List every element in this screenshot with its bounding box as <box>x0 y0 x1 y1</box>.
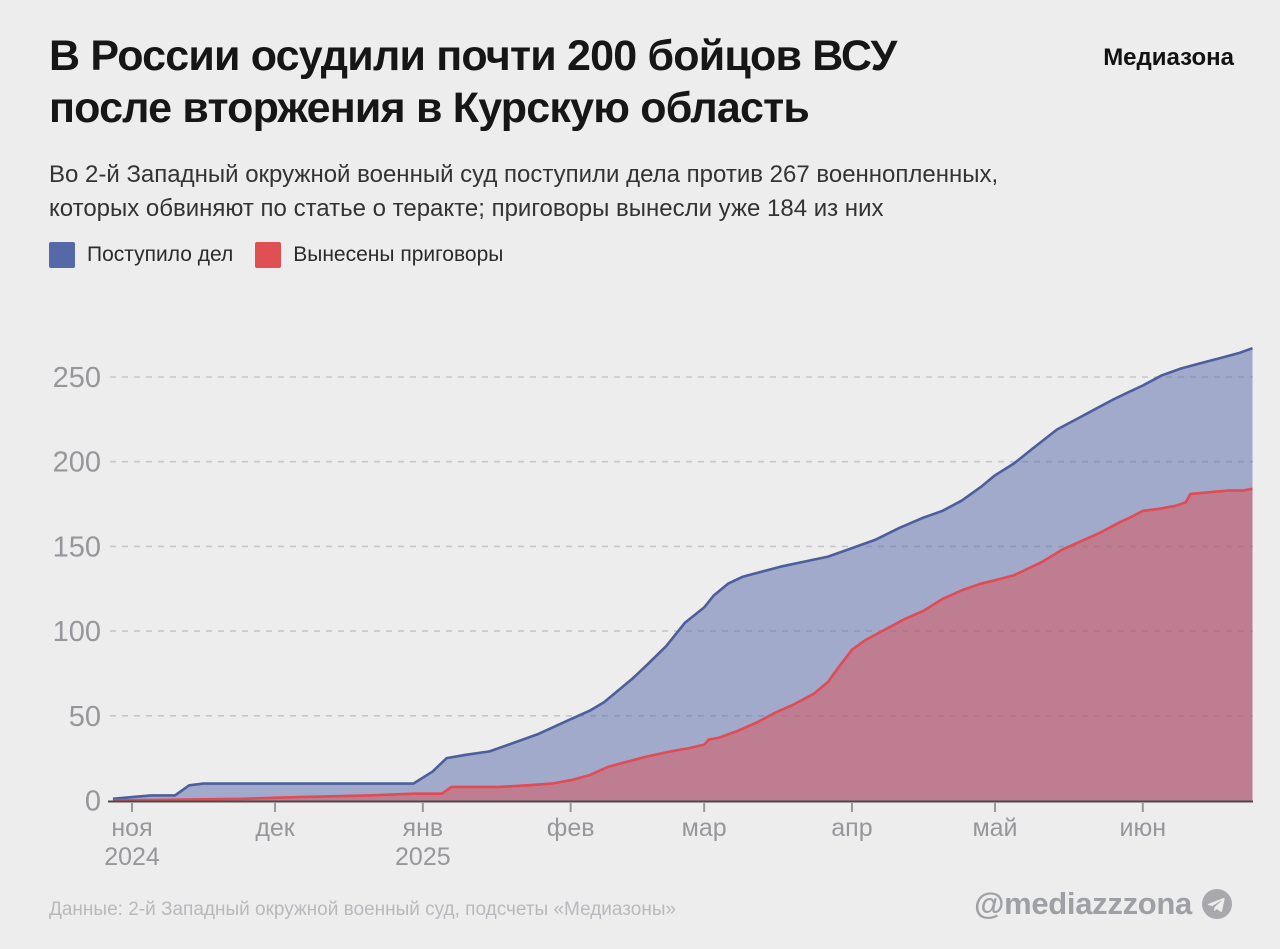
mediazona-logo: Медиазона <box>1103 44 1234 71</box>
y-tick-label-200: 200 <box>53 447 101 479</box>
cases-label: Поступило дел <box>87 243 234 266</box>
telegram-icon <box>1202 889 1232 919</box>
y-tick-label-250: 250 <box>53 362 101 394</box>
x-tick-label-дек: дек <box>255 814 295 842</box>
y-tick-label-100: 100 <box>53 616 101 648</box>
y-tick-label-150: 150 <box>53 531 101 563</box>
title-line-2: после вторжения в Курскую область <box>49 84 810 132</box>
line-cases <box>112 346 1253 801</box>
subtitle-line-1: Во 2-й Западный окружной военный суд пос… <box>49 161 999 188</box>
y-tick-label-50: 50 <box>69 701 101 733</box>
page-title: В России осудили почти 200 бойцов ВСУ по… <box>49 30 897 134</box>
x-tick-year-2025: 2025 <box>395 843 451 871</box>
legend-item-cases: Поступило дел <box>49 242 233 268</box>
chart-legend: Поступило дел Вынесены приговоры <box>49 242 503 268</box>
x-tick-label-июн: июн <box>1120 814 1167 842</box>
legend-item-verdicts: Вынесены приговоры <box>255 242 503 268</box>
x-tick-label-апр: апр <box>831 814 872 842</box>
subtitle-line-2: которых обвиняют по статье о теракте; пр… <box>49 195 884 222</box>
x-tick-label-май: май <box>972 814 1017 842</box>
x-tick-label-янв: янв <box>403 814 444 842</box>
x-tick-label-мар: мар <box>682 814 727 842</box>
x-tick-label-фев: фев <box>547 814 595 842</box>
title-line-1: В России осудили почти 200 бойцов ВСУ <box>49 32 897 80</box>
x-tick-label-ноя: ноя <box>111 814 152 842</box>
x-tick-year-2024: 2024 <box>104 843 160 871</box>
chart-subtitle: Во 2-й Западный окружной военный суд пос… <box>49 158 998 226</box>
data-source-note: Данные: 2-й Западный окружной военный су… <box>49 899 677 920</box>
area-cases <box>112 348 1253 801</box>
line-verdicts <box>112 487 1253 802</box>
area-verdicts <box>112 488 1253 801</box>
telegram-handle: @mediazzzona <box>974 886 1232 922</box>
verdicts-label: Вынесены приговоры <box>293 243 504 266</box>
cases-swatch <box>49 242 75 268</box>
y-tick-label-0: 0 <box>85 786 101 818</box>
verdicts-swatch <box>255 242 282 268</box>
telegram-handle-text: @mediazzzona <box>974 886 1192 921</box>
